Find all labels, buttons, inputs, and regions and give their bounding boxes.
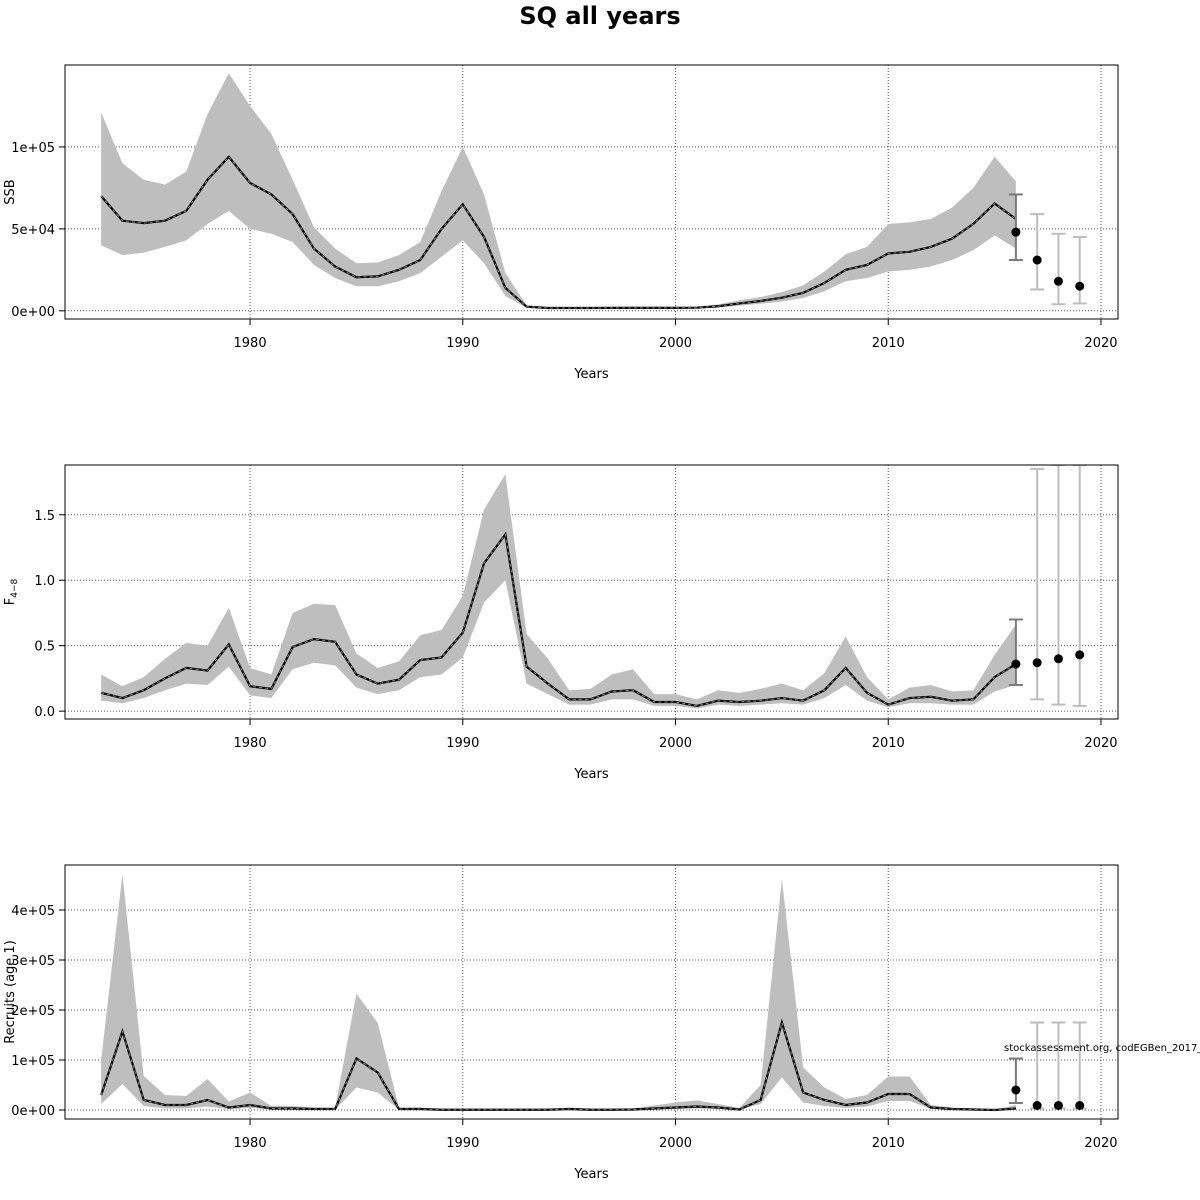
fbar-xtick-label-2010: 2010 (872, 736, 905, 751)
ssb-plot-area (100, 73, 1087, 310)
fbar-yaxis-title-main: F (3, 598, 18, 605)
ssb-forecast-point-2017 (1032, 255, 1042, 265)
ssb-ytick-label-2: 1e+05 (11, 141, 55, 156)
recruits-forecast-point-2017 (1032, 1101, 1042, 1110)
recruits-forecast-errorbar-2017 (1030, 1021, 1045, 1110)
ssb-forecast-errorbar-2016 (1008, 193, 1023, 262)
recruits-ytick-label-3: 3e+05 (11, 954, 55, 969)
panel-recruits: 1980 1990 2000 2010 2020 0e+00 1e+05 2e+05 3e+05… (3, 864, 1119, 1182)
recruits-xaxis-title: Years (573, 1167, 609, 1182)
ssb-forecast-errorbar-2019 (1072, 236, 1087, 305)
fbar-xtick-label-1990: 1990 (446, 736, 479, 751)
ssb-forecast-point-2016 (1011, 227, 1021, 237)
recruits-forecast-errorbar-2019 (1072, 1021, 1087, 1110)
fbar-ytick-label-3: 1.5 (34, 509, 55, 524)
recruits-ytick-label-1: 1e+05 (11, 1054, 55, 1069)
ssb-forecast-point-2018 (1053, 276, 1063, 286)
fbar-forecast-errorbar-2018 (1051, 465, 1066, 706)
ssb-yaxis-title: SSB (3, 179, 18, 204)
recruits-confidence-band (101, 874, 1016, 1110)
fbar-ytick-label-0: 0.0 (34, 705, 55, 720)
fbar-ytick-label-1: 0.5 (34, 640, 55, 655)
recruits-ytick-label-0: 0e+00 (11, 1104, 55, 1119)
ssb-xtick-label-2010: 2010 (872, 336, 905, 351)
fbar-forecast-point-2019 (1075, 650, 1085, 660)
recruits-ytick-label-2: 2e+05 (11, 1004, 55, 1019)
fbar-forecast-point-2017 (1032, 658, 1042, 668)
ssb-ytick-label-1: 5e+04 (11, 223, 55, 238)
fbar-confidence-band (101, 474, 1016, 709)
recruits-yaxis-title: Recruits (age 1) (3, 940, 18, 1044)
panel-ssb: 1980 1990 2000 2010 2020 0e+00 5e+04 1e+05 Years… (3, 64, 1119, 382)
recruits-estimate-line (100, 1018, 1016, 1112)
ssb-xtick-label-1980: 1980 (234, 336, 267, 351)
fbar-forecast-errorbar-2016 (1008, 618, 1023, 686)
recruits-forecast-point-2019 (1075, 1101, 1085, 1110)
recruits-ytick-label-4: 4e+05 (11, 904, 55, 919)
ssb-xaxis-title: Years (573, 367, 609, 382)
ssb-forecast-errorbar-2017 (1030, 213, 1045, 291)
recruits-xtick-label-2020: 2020 (1084, 1136, 1117, 1151)
recruits-plot-area (100, 874, 1087, 1112)
ssb-confidence-band (101, 73, 1016, 309)
ssb-forecast-errorbar-2018 (1051, 232, 1066, 306)
ssb-xtick-label-2020: 2020 (1084, 336, 1117, 351)
fbar-yaxis-title: F4−8 (3, 578, 20, 605)
ssb-xtick-label-2000: 2000 (659, 336, 692, 351)
fbar-estimate-line-dash (101, 533, 1017, 707)
recruits-xtick-label-2010: 2010 (872, 1136, 905, 1151)
recruits-forecast-errorbar-2016 (1008, 1057, 1023, 1104)
recruits-xtick-label-2000: 2000 (659, 1136, 692, 1151)
fbar-xtick-label-1980: 1980 (234, 736, 267, 751)
ssb-ytick-label-0: 0e+00 (11, 305, 55, 320)
ssb-plot-frame (64, 64, 1119, 320)
recruits-plot-frame (64, 864, 1119, 1120)
fbar-plot-area (100, 465, 1087, 709)
fbar-xaxis-title: Years (573, 767, 609, 782)
source-note: stockassessment.org, codEGBen_2017_ (1004, 1043, 1200, 1054)
recruits-forecast-errorbar-2018 (1051, 1021, 1066, 1110)
fbar-plot-frame (64, 464, 1119, 720)
ssb-xtick-label-1990: 1990 (446, 336, 479, 351)
fbar-forecast-errorbar-2019 (1072, 465, 1087, 707)
recruits-forecast-point-2016 (1011, 1085, 1021, 1095)
ssb-estimate-line-dash (100, 156, 1017, 309)
fbar-ytick-label-2: 1.0 (34, 574, 55, 589)
fbar-xtick-label-2000: 2000 (659, 736, 692, 751)
recruits-xtick-label-1980: 1980 (234, 1136, 267, 1151)
panel-fishing-mortality: 1980 1990 2000 2010 2020 0.0 0.5 1.0 1.5 Years F4−… (3, 464, 1119, 782)
recruits-xtick-label-1990: 1990 (446, 1136, 479, 1151)
ssb-forecast-point-2019 (1075, 281, 1085, 291)
recruits-forecast-point-2018 (1053, 1101, 1063, 1110)
figure-title: SQ all years (519, 2, 680, 30)
fbar-yaxis-title-subscript: 4−8 (10, 578, 20, 597)
fbar-forecast-point-2018 (1053, 654, 1063, 664)
fbar-forecast-point-2016 (1011, 659, 1021, 669)
fbar-xtick-label-2020: 2020 (1084, 736, 1117, 751)
